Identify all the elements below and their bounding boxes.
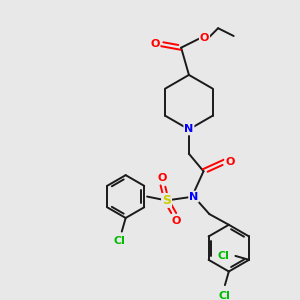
Text: Cl: Cl (218, 251, 230, 261)
Text: N: N (184, 124, 194, 134)
Text: S: S (162, 194, 171, 207)
Text: O: O (150, 39, 160, 49)
Text: O: O (158, 173, 167, 183)
Text: O: O (225, 157, 235, 166)
Text: Cl: Cl (114, 236, 126, 246)
Text: O: O (172, 216, 181, 226)
Text: O: O (200, 33, 209, 43)
Text: N: N (189, 192, 198, 202)
Text: Cl: Cl (219, 291, 231, 300)
